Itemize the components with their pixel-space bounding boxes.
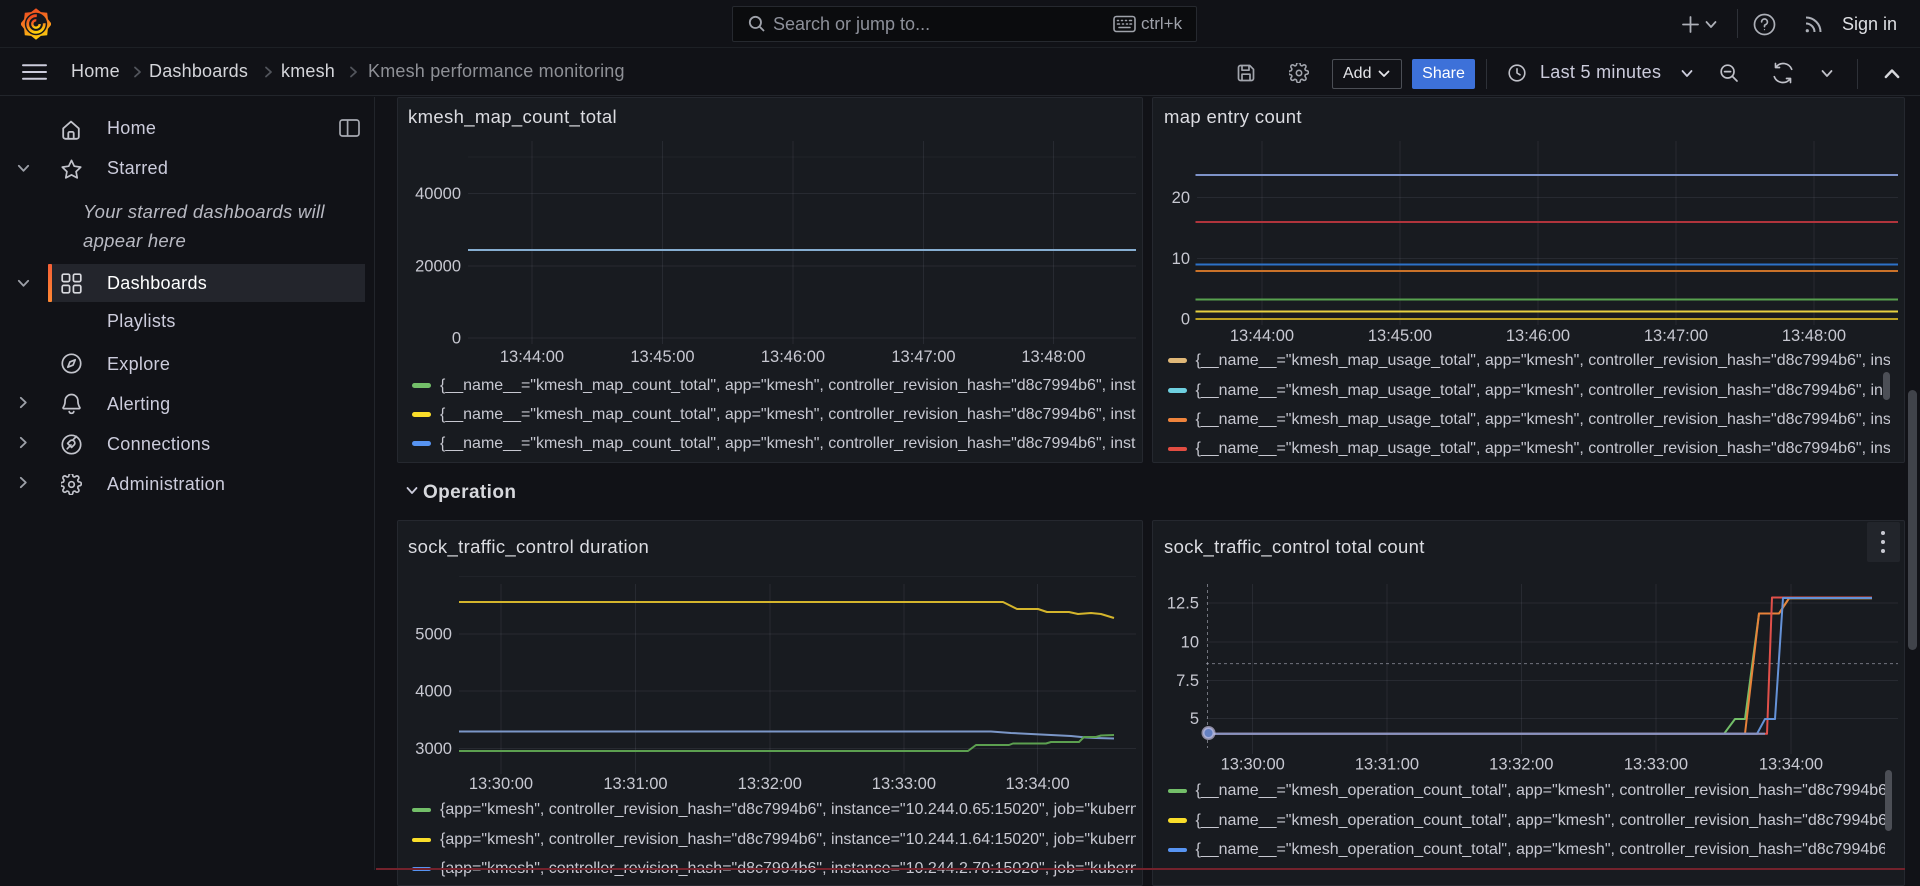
svg-text:40000: 40000 bbox=[415, 185, 461, 203]
svg-text:5000: 5000 bbox=[415, 626, 452, 644]
svg-text:13:48:00: 13:48:00 bbox=[1782, 327, 1846, 345]
svg-text:20: 20 bbox=[1172, 189, 1190, 207]
svg-text:13:46:00: 13:46:00 bbox=[1506, 327, 1570, 345]
svg-text:13:45:00: 13:45:00 bbox=[1368, 327, 1432, 345]
svg-text:4000: 4000 bbox=[415, 683, 452, 701]
svg-text:13:34:00: 13:34:00 bbox=[1005, 775, 1069, 793]
svg-text:13:31:00: 13:31:00 bbox=[603, 775, 667, 793]
svg-text:13:33:00: 13:33:00 bbox=[872, 775, 936, 793]
svg-text:13:45:00: 13:45:00 bbox=[630, 348, 694, 366]
svg-text:13:47:00: 13:47:00 bbox=[1644, 327, 1708, 345]
svg-text:0: 0 bbox=[452, 330, 461, 348]
svg-text:13:32:00: 13:32:00 bbox=[1489, 756, 1553, 774]
svg-text:13:44:00: 13:44:00 bbox=[1230, 327, 1294, 345]
svg-text:10: 10 bbox=[1181, 634, 1199, 652]
svg-text:20000: 20000 bbox=[415, 258, 461, 276]
svg-text:13:30:00: 13:30:00 bbox=[469, 775, 533, 793]
svg-text:13:32:00: 13:32:00 bbox=[738, 775, 802, 793]
svg-text:0: 0 bbox=[1181, 311, 1190, 329]
svg-text:10: 10 bbox=[1172, 250, 1190, 268]
svg-text:13:31:00: 13:31:00 bbox=[1355, 756, 1419, 774]
svg-text:3000: 3000 bbox=[415, 740, 452, 758]
svg-text:12.5: 12.5 bbox=[1167, 595, 1199, 613]
svg-text:7.5: 7.5 bbox=[1176, 672, 1199, 690]
svg-text:13:33:00: 13:33:00 bbox=[1624, 756, 1688, 774]
svg-text:13:30:00: 13:30:00 bbox=[1221, 756, 1285, 774]
svg-text:13:47:00: 13:47:00 bbox=[891, 348, 955, 366]
svg-text:13:46:00: 13:46:00 bbox=[761, 348, 825, 366]
svg-text:13:48:00: 13:48:00 bbox=[1021, 348, 1085, 366]
svg-text:13:44:00: 13:44:00 bbox=[500, 348, 564, 366]
svg-text:13:34:00: 13:34:00 bbox=[1759, 756, 1823, 774]
svg-text:5: 5 bbox=[1190, 710, 1199, 728]
